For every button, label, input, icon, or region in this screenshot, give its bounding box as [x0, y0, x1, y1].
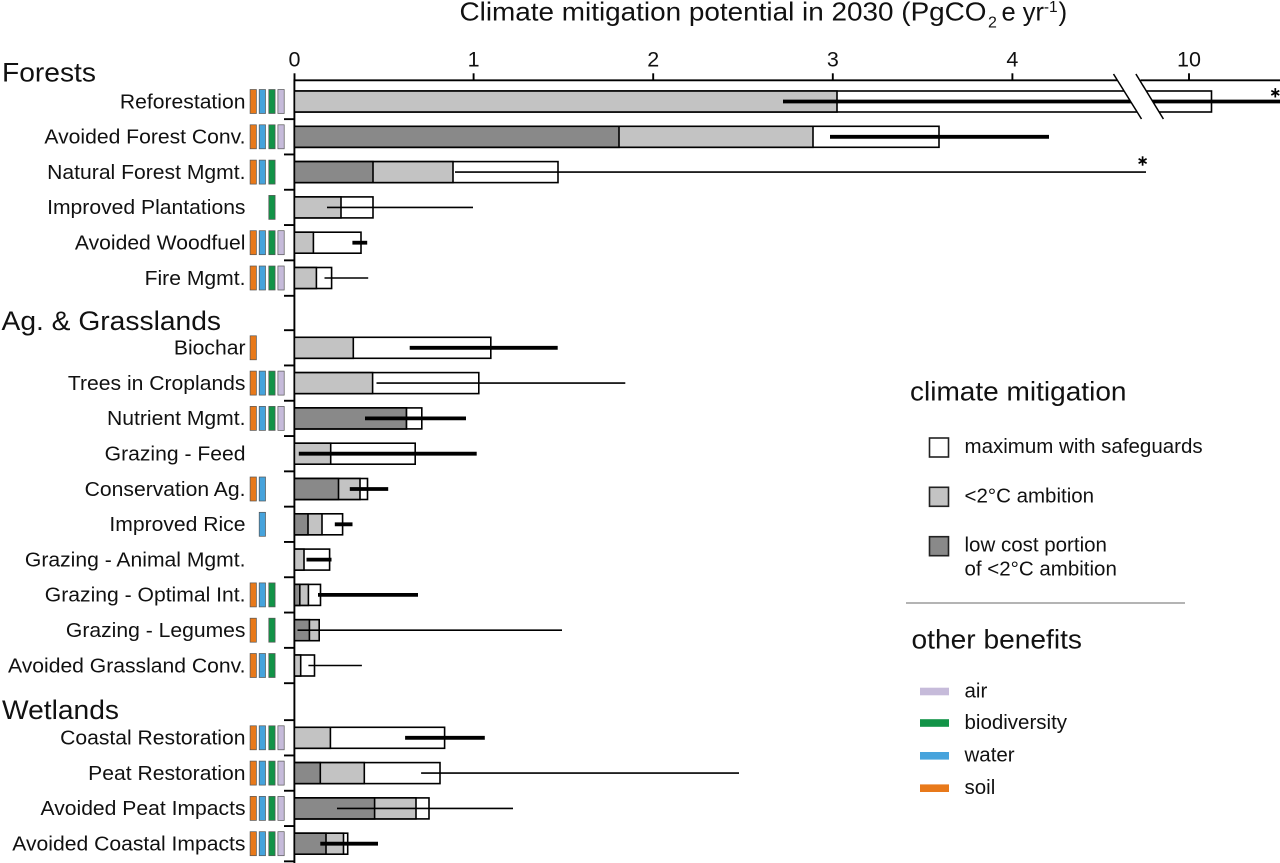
- svg-text:0: 0: [289, 48, 301, 72]
- svg-text:Peat Restoration: Peat Restoration: [88, 762, 245, 785]
- svg-text:soil: soil: [965, 776, 996, 799]
- svg-text:3: 3: [827, 48, 839, 72]
- svg-text:Conservation Ag.: Conservation Ag.: [85, 478, 246, 501]
- svg-text:Fire Mgmt.: Fire Mgmt.: [145, 267, 246, 290]
- svg-text:Improved Rice: Improved Rice: [109, 513, 245, 536]
- svg-text:Ag. & Grasslands: Ag. & Grasslands: [2, 306, 222, 336]
- svg-text:low cost portion: low cost portion: [965, 534, 1107, 557]
- svg-text:air: air: [965, 679, 988, 702]
- svg-text:10: 10: [1177, 48, 1201, 72]
- svg-text:Reforestation: Reforestation: [120, 90, 246, 113]
- svg-text:Grazing - Animal Mgmt.: Grazing - Animal Mgmt.: [25, 548, 246, 571]
- svg-text:Grazing - Optimal Int.: Grazing - Optimal Int.: [45, 584, 246, 607]
- svg-text:Biochar: Biochar: [174, 337, 246, 360]
- svg-text:2: 2: [647, 48, 659, 72]
- svg-text:Avoided Forest Conv.: Avoided Forest Conv.: [44, 126, 245, 149]
- svg-text:of <2°C ambition: of <2°C ambition: [965, 558, 1117, 581]
- svg-text:Forests: Forests: [2, 58, 96, 88]
- svg-text:other benefits: other benefits: [912, 625, 1083, 655]
- svg-text:2: 2: [988, 15, 997, 32]
- svg-text:<2°C ambition: <2°C ambition: [965, 484, 1095, 507]
- svg-text:): ): [1059, 0, 1068, 27]
- svg-text:Coastal Restoration: Coastal Restoration: [60, 727, 245, 750]
- svg-text:climate mitigation: climate mitigation: [910, 377, 1127, 407]
- svg-text:Avoided Woodfuel: Avoided Woodfuel: [75, 232, 246, 255]
- svg-text:Climate mitigation potential i: Climate mitigation potential in 2030 (Pg…: [460, 0, 987, 27]
- svg-text:maximum with safeguards: maximum with safeguards: [965, 435, 1203, 458]
- svg-text:Avoided Peat Impacts: Avoided Peat Impacts: [41, 797, 246, 820]
- svg-text:e yr: e yr: [1002, 0, 1045, 27]
- svg-text:biodiversity: biodiversity: [965, 711, 1068, 734]
- svg-text:1: 1: [468, 48, 480, 72]
- svg-text:4: 4: [1006, 48, 1018, 72]
- svg-text:-1: -1: [1044, 0, 1058, 16]
- svg-text:Wetlands: Wetlands: [2, 695, 119, 725]
- svg-text:Nutrient Mgmt.: Nutrient Mgmt.: [107, 407, 246, 430]
- svg-text:Trees in Croplands: Trees in Croplands: [68, 372, 246, 395]
- svg-text:Natural Forest Mgmt.: Natural Forest Mgmt.: [47, 161, 245, 184]
- svg-text:water: water: [964, 744, 1015, 767]
- svg-text:Improved Plantations: Improved Plantations: [47, 196, 245, 219]
- svg-text:Avoided Coastal Impacts: Avoided Coastal Impacts: [12, 833, 245, 856]
- svg-text:Grazing - Legumes: Grazing - Legumes: [66, 619, 246, 642]
- svg-text:Grazing - Feed: Grazing - Feed: [105, 443, 246, 466]
- svg-text:Avoided Grassland Conv.: Avoided Grassland Conv.: [8, 654, 246, 677]
